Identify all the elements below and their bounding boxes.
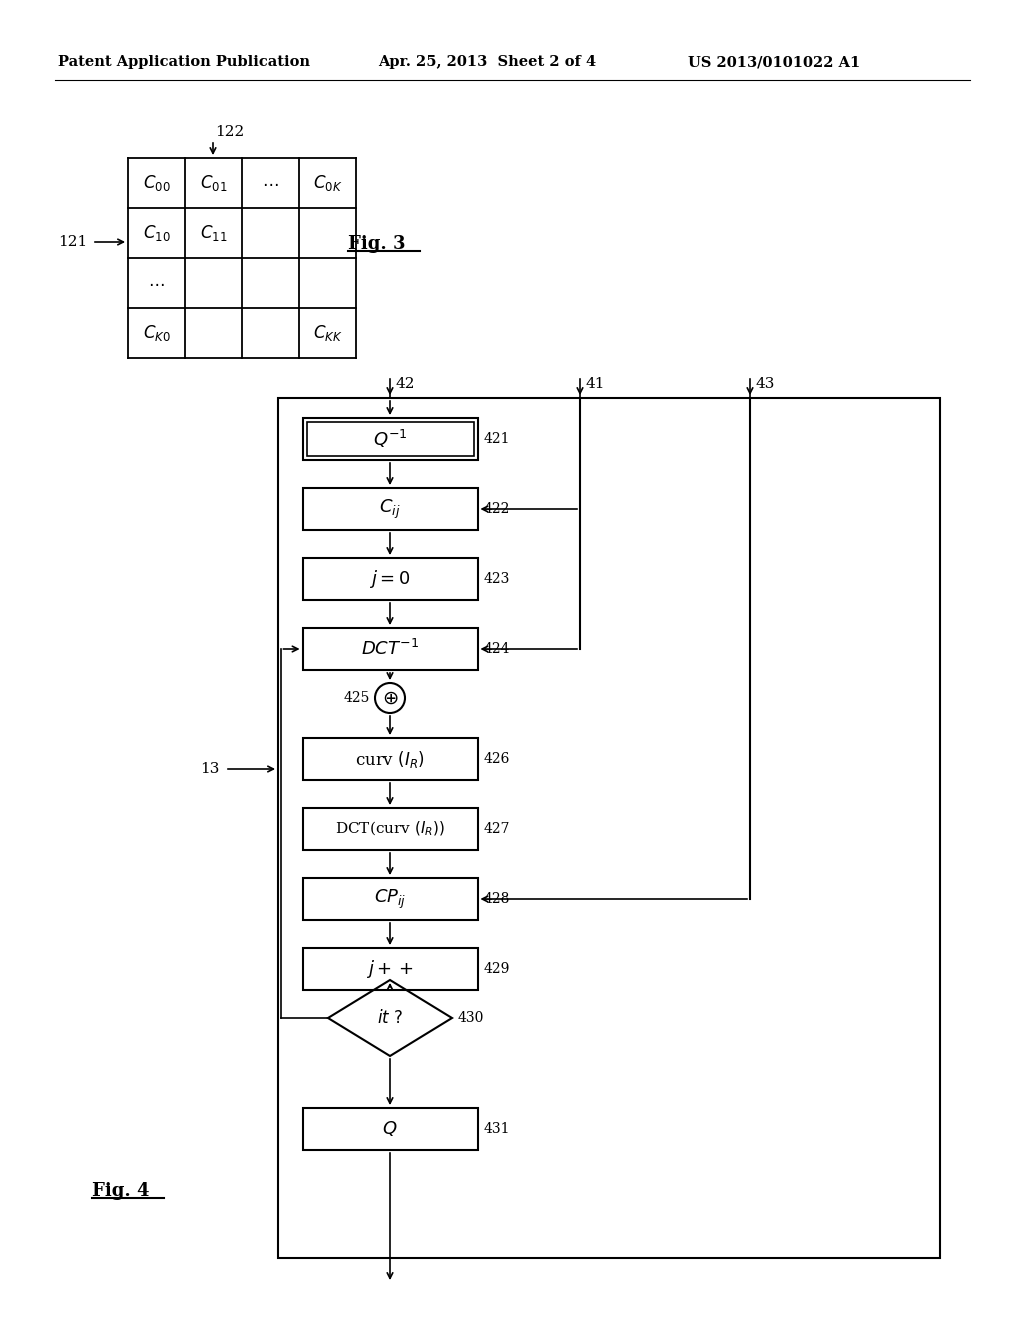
Text: 423: 423 — [483, 572, 510, 586]
Text: 428: 428 — [483, 892, 510, 906]
Text: 431: 431 — [483, 1122, 510, 1137]
Bar — [302, 738, 477, 780]
Text: DCT(curv $(I_R))$: DCT(curv $(I_R))$ — [335, 820, 445, 838]
Text: $C_{K0}$: $C_{K0}$ — [142, 323, 170, 343]
Text: Apr. 25, 2013  Sheet 2 of 4: Apr. 25, 2013 Sheet 2 of 4 — [378, 55, 596, 69]
Text: $j++$: $j++$ — [367, 958, 414, 979]
Text: $j=0$: $j=0$ — [370, 568, 411, 590]
Bar — [302, 878, 477, 920]
Text: $Q^{-1}$: $Q^{-1}$ — [373, 428, 408, 450]
Text: 429: 429 — [483, 962, 510, 975]
Bar — [302, 948, 477, 990]
Text: Patent Application Publication: Patent Application Publication — [58, 55, 310, 69]
Text: $C_{KK}$: $C_{KK}$ — [312, 323, 342, 343]
Text: 43: 43 — [755, 378, 774, 391]
Bar — [278, 399, 940, 1258]
Text: 13: 13 — [201, 762, 220, 776]
Text: 430: 430 — [458, 1011, 484, 1026]
Text: $Q$: $Q$ — [382, 1119, 397, 1138]
Text: $C_{11}$: $C_{11}$ — [200, 223, 227, 243]
Text: $\cdots$: $\cdots$ — [262, 174, 279, 191]
Bar — [302, 488, 477, 531]
Text: 41: 41 — [585, 378, 604, 391]
Text: $DCT^{-1}$: $DCT^{-1}$ — [360, 639, 419, 659]
Text: $C_{10}$: $C_{10}$ — [142, 223, 170, 243]
Bar — [302, 628, 477, 671]
Bar — [302, 1107, 477, 1150]
Text: curv $(I_R)$: curv $(I_R)$ — [355, 748, 425, 770]
Text: 421: 421 — [483, 432, 510, 446]
Text: $CP_{ij}$: $CP_{ij}$ — [374, 887, 407, 911]
Text: $C_{01}$: $C_{01}$ — [200, 173, 227, 193]
Text: $C_{00}$: $C_{00}$ — [142, 173, 170, 193]
Text: $\oplus$: $\oplus$ — [382, 689, 398, 708]
Text: 122: 122 — [215, 125, 245, 139]
Text: $C_{0K}$: $C_{0K}$ — [312, 173, 342, 193]
Text: 422: 422 — [483, 502, 510, 516]
Text: $C_{ij}$: $C_{ij}$ — [379, 498, 400, 520]
Bar — [302, 808, 477, 850]
Bar — [306, 422, 473, 455]
Text: 426: 426 — [483, 752, 510, 766]
Text: 42: 42 — [395, 378, 415, 391]
Bar — [302, 418, 477, 459]
Text: 424: 424 — [483, 642, 510, 656]
Text: 425: 425 — [344, 690, 370, 705]
Text: Fig. 4: Fig. 4 — [92, 1181, 150, 1200]
Text: Fig. 3: Fig. 3 — [348, 235, 406, 253]
Text: US 2013/0101022 A1: US 2013/0101022 A1 — [688, 55, 860, 69]
Text: $\cdots$: $\cdots$ — [148, 275, 165, 292]
Bar — [302, 558, 477, 601]
Text: 121: 121 — [57, 235, 87, 249]
Text: 427: 427 — [483, 822, 510, 836]
Text: $it\ ?$: $it\ ?$ — [377, 1008, 403, 1027]
